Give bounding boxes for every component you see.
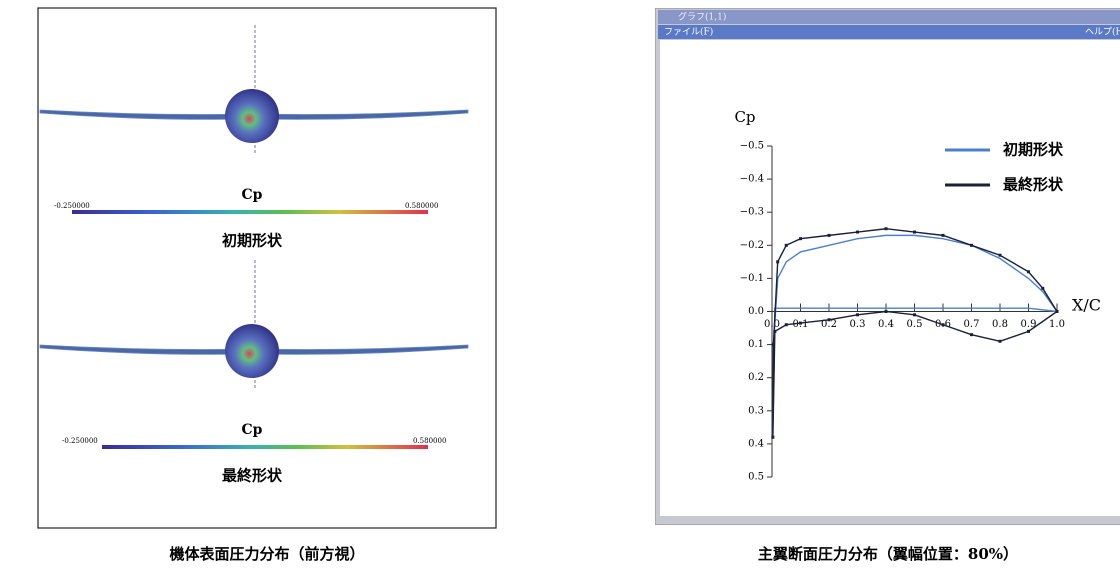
colorbar (102, 445, 428, 449)
marker (913, 313, 916, 316)
marker (772, 343, 775, 346)
y-tick-label: −0.4 (740, 174, 764, 185)
figure: Cp -0.250000 0.580000 初期形状 Cp -0.250000 0.5800… (0, 0, 1120, 578)
colorbar-max: 0.580000 (413, 437, 446, 445)
colorbar-min: -0.250000 (54, 202, 90, 210)
marker (1027, 330, 1030, 333)
y-tick-label: −0.3 (740, 207, 764, 218)
marker (799, 322, 802, 325)
y-tick-label: 0.2 (748, 372, 764, 383)
menu-help[interactable]: ヘルプ(H) (1085, 27, 1120, 38)
marker (771, 436, 774, 439)
x-tick-label: 0.3 (850, 319, 866, 330)
legend-label: 初期形状 (1003, 141, 1064, 159)
y-tick-label: 0.3 (748, 405, 764, 416)
menu-file[interactable]: ファイル(F) (664, 27, 713, 38)
colorbar-label: Cp (242, 422, 263, 438)
marker (776, 260, 779, 263)
view-label: 初期形状 (222, 232, 283, 250)
x-label: X/C (1072, 296, 1101, 315)
y-tick-label: 0.0 (748, 306, 764, 317)
fuselage (225, 89, 279, 143)
marker (942, 323, 945, 326)
x-tick-label: 0.7 (964, 319, 980, 330)
colorbar (72, 210, 428, 214)
marker (970, 244, 973, 247)
marker (856, 231, 859, 234)
x-tick-label: 1.0 (1049, 319, 1065, 330)
caption: 主翼断面圧力分布（翼幅位置：80%） (758, 545, 1018, 563)
marker (999, 254, 1002, 257)
marker (828, 318, 831, 321)
x-tick-label: 0.5 (907, 319, 923, 330)
caption: 機体表面圧力分布（前方視） (169, 545, 364, 563)
fuselage (225, 324, 279, 378)
colorbar-label: Cp (242, 187, 263, 203)
marker (1056, 310, 1059, 313)
x-tick-label: 0.8 (992, 319, 1008, 330)
image-frame (38, 8, 496, 528)
y-tick-label: 0.5 (748, 472, 764, 483)
y-tick-label: −0.1 (740, 273, 764, 284)
title-bar (658, 10, 1120, 24)
marker (913, 231, 916, 234)
x-tick-label: 0.4 (878, 319, 894, 330)
view-label: 最終形状 (222, 467, 283, 485)
marker (785, 244, 788, 247)
marker (773, 330, 776, 333)
legend-label: 最終形状 (1003, 176, 1064, 194)
y-tick-label: −0.2 (740, 240, 764, 251)
y-tick-label: −0.5 (740, 141, 764, 152)
marker (999, 340, 1002, 343)
y-tick-label: 0.4 (748, 438, 764, 449)
colorbar-max: 0.580000 (405, 202, 438, 210)
menu-bar (658, 25, 1120, 39)
colorbar-min: -0.250000 (62, 437, 98, 445)
marker (856, 313, 859, 316)
window-title: グラフ(1,1) (678, 11, 726, 23)
marker (885, 310, 888, 313)
y-tick-label: 0.1 (748, 339, 764, 350)
marker (1027, 270, 1030, 273)
marker (799, 237, 802, 240)
marker (828, 234, 831, 237)
window: グラフ(1,1) ファイル(F) ヘルプ(H) −0.5 −0.4 −0.3 −0.2… (655, 8, 1120, 525)
plot-area (660, 40, 1120, 516)
marker (942, 234, 945, 237)
marker (970, 333, 973, 336)
y-label: Cp (734, 108, 755, 126)
x-tick-label: 0.0 (764, 319, 780, 330)
x-tick-label: 0.9 (1021, 319, 1037, 330)
marker (1041, 287, 1044, 290)
marker (785, 323, 788, 326)
marker (885, 227, 888, 230)
